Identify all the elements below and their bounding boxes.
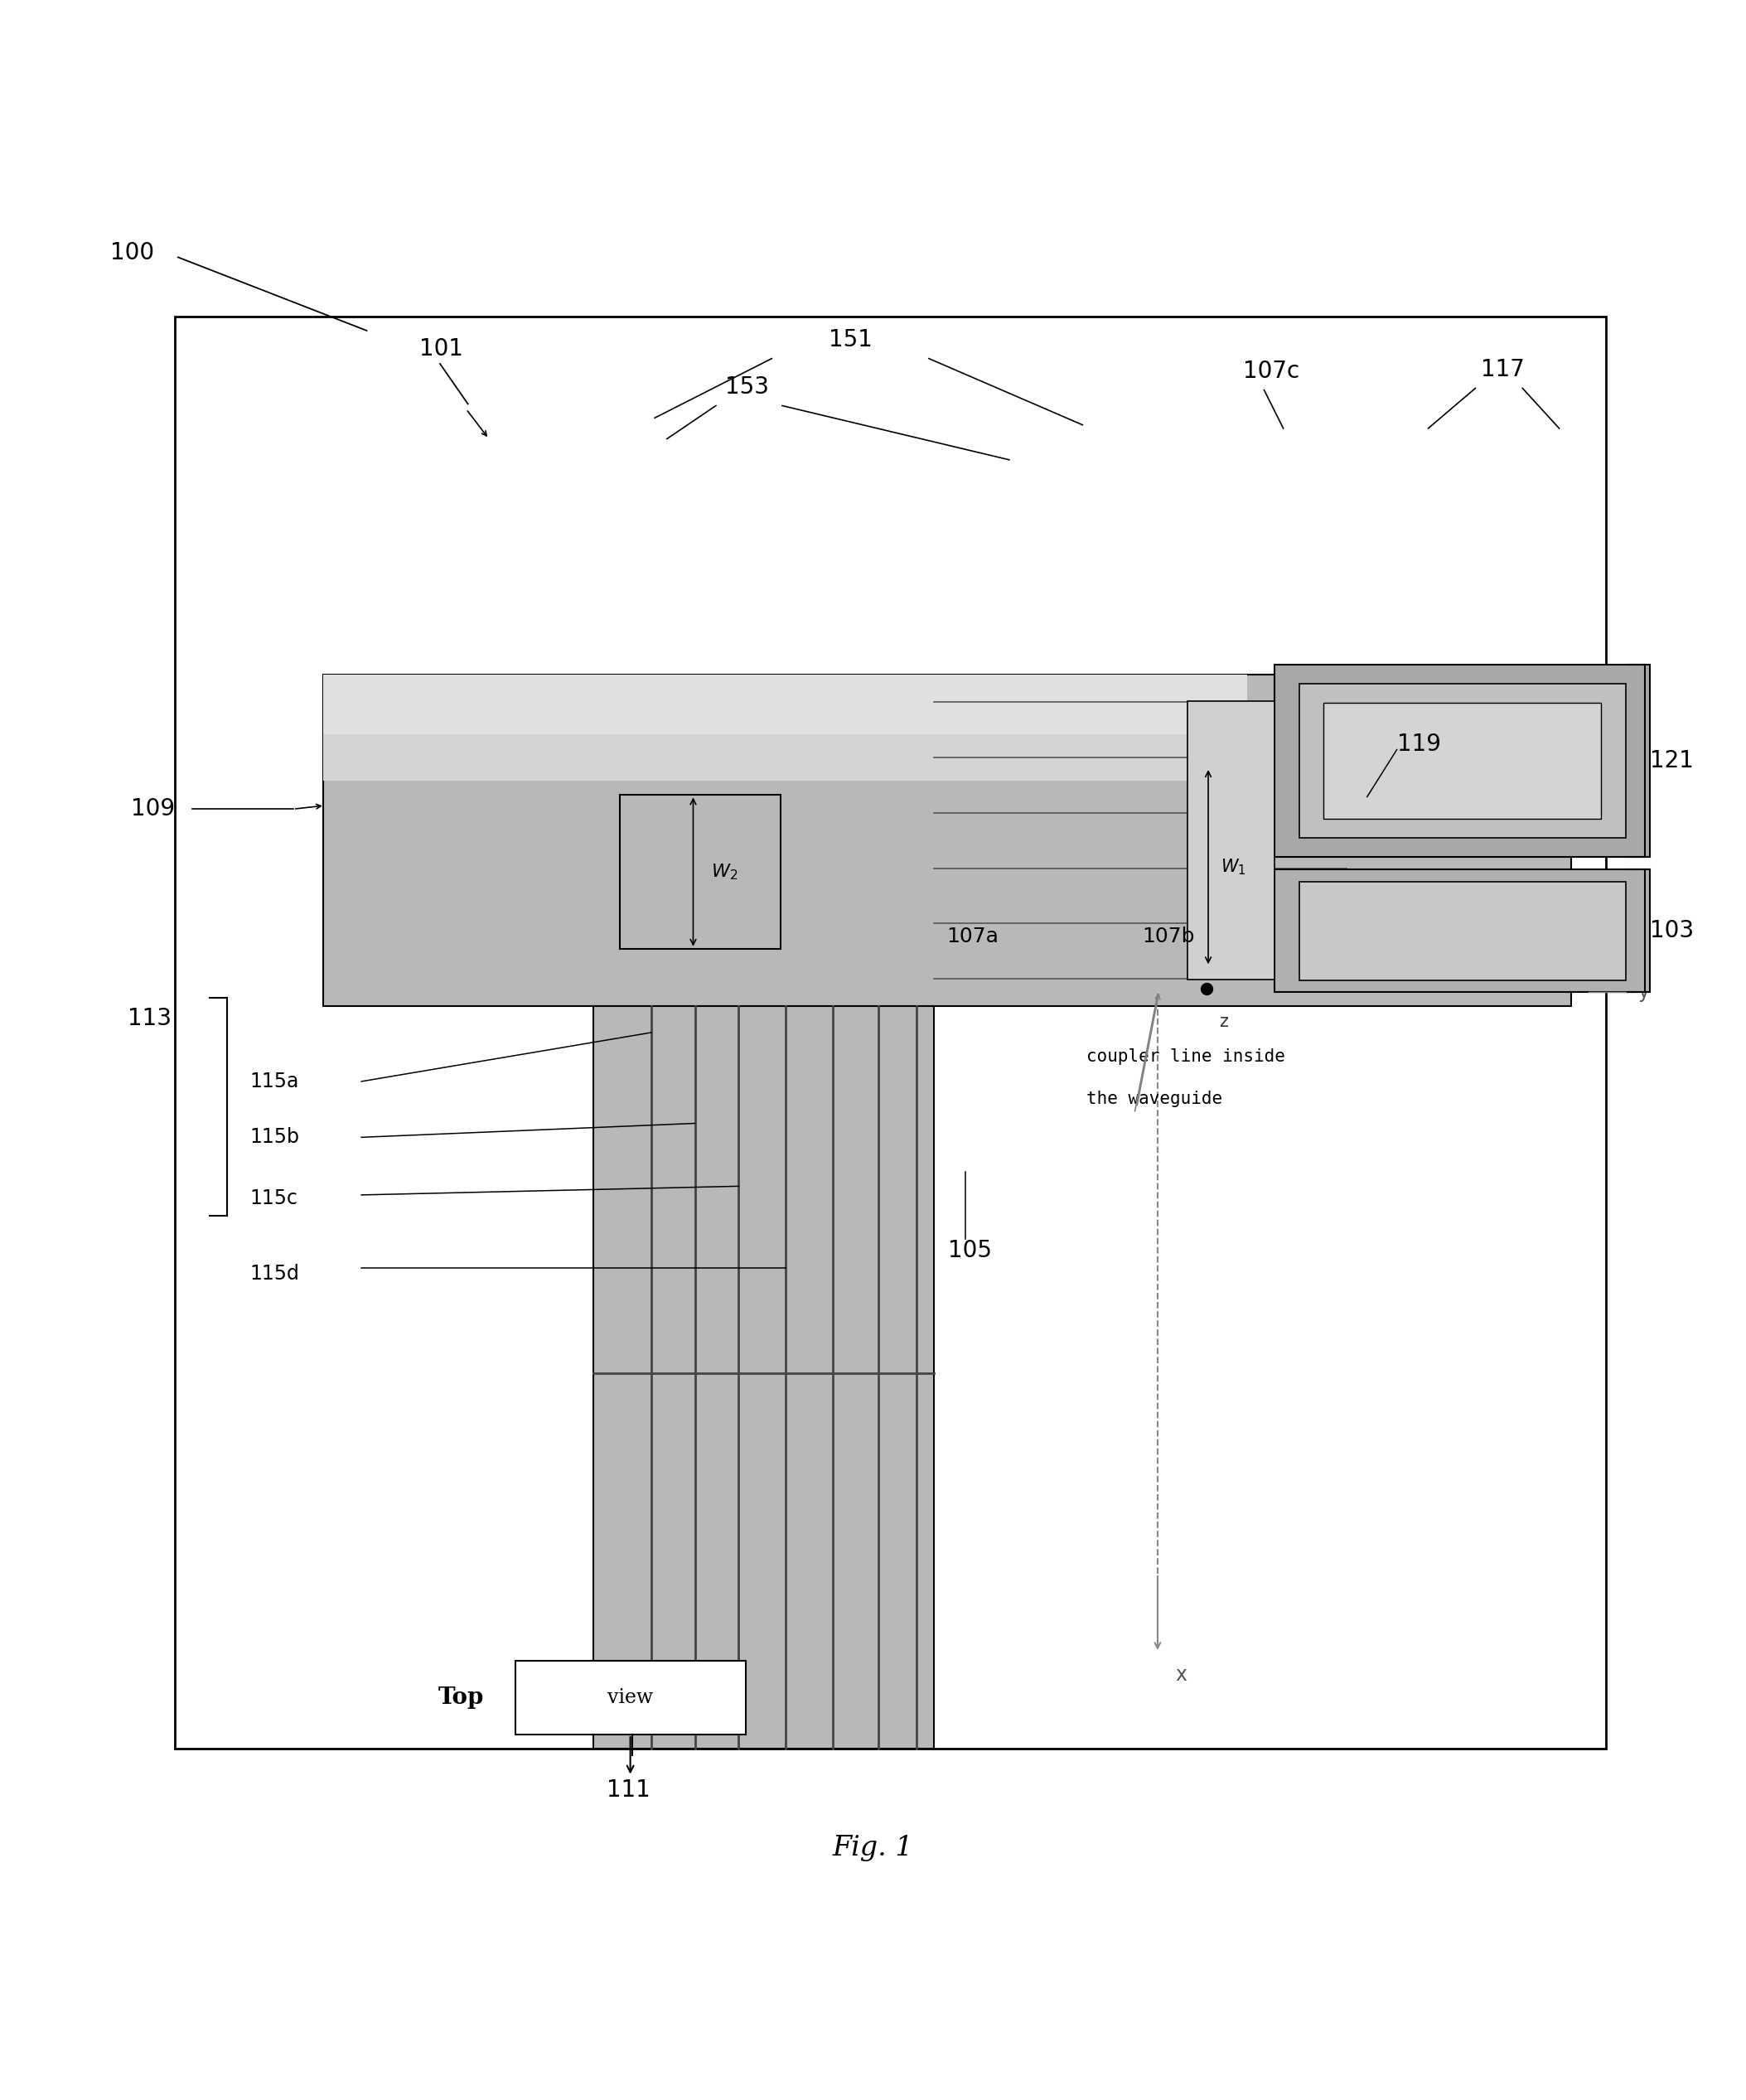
Text: 115d: 115d <box>250 1264 299 1283</box>
Bar <box>1187 701 1275 981</box>
Text: 100: 100 <box>110 242 154 265</box>
Text: 101: 101 <box>419 338 463 361</box>
Text: $W_1$: $W_1$ <box>1220 857 1245 878</box>
Text: 121: 121 <box>1650 750 1694 773</box>
Bar <box>1299 882 1626 981</box>
Bar <box>323 674 1247 735</box>
Bar <box>1299 685 1626 838</box>
Text: 115a: 115a <box>250 1071 299 1092</box>
Text: 153: 153 <box>725 376 770 399</box>
Text: the waveguide: the waveguide <box>1086 1090 1222 1107</box>
Text: Top: Top <box>438 1686 484 1709</box>
Text: 107a: 107a <box>946 926 999 947</box>
Text: 105: 105 <box>948 1239 992 1262</box>
Bar <box>620 796 780 949</box>
Text: coupler line inside: coupler line inside <box>1086 1048 1285 1065</box>
Text: 111: 111 <box>606 1779 651 1802</box>
Bar <box>515 1661 746 1735</box>
Bar <box>175 317 1606 1749</box>
Text: 109: 109 <box>131 798 175 821</box>
Text: 103: 103 <box>1650 920 1694 943</box>
Text: 151: 151 <box>828 328 873 351</box>
Text: view: view <box>608 1688 653 1707</box>
Bar <box>1323 704 1601 819</box>
Bar <box>1275 664 1650 857</box>
Text: x: x <box>1175 1665 1187 1684</box>
Text: 113: 113 <box>127 1008 171 1031</box>
Bar <box>594 1006 934 1749</box>
Bar <box>323 674 1247 781</box>
Text: Fig. 1: Fig. 1 <box>833 1835 913 1861</box>
Bar <box>323 674 1571 1006</box>
Bar <box>1275 869 1650 993</box>
Text: 107b: 107b <box>1142 926 1194 947</box>
Text: 115b: 115b <box>250 1128 299 1147</box>
Text: 119: 119 <box>1397 733 1440 756</box>
Text: 115c: 115c <box>250 1189 299 1208</box>
Text: 107c: 107c <box>1243 359 1299 382</box>
Text: 117: 117 <box>1481 357 1524 382</box>
Text: y: y <box>1638 983 1650 1002</box>
Text: z: z <box>1219 1014 1227 1029</box>
Text: $W_2$: $W_2$ <box>711 863 737 882</box>
